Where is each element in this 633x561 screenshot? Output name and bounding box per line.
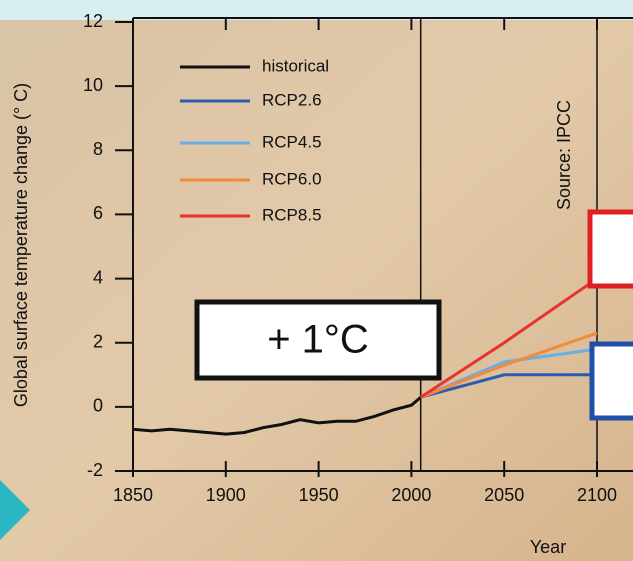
legend-label: RCP2.6 bbox=[262, 90, 322, 109]
legend-label: historical bbox=[262, 56, 329, 75]
y-tick-label: 10 bbox=[83, 75, 103, 95]
y-tick-label: 2 bbox=[93, 331, 103, 351]
y-axis-label: Global surface temperature change (° C) bbox=[11, 83, 31, 407]
slide: Global surface temperature change (° C) … bbox=[0, 0, 633, 561]
y-tick-label: 0 bbox=[93, 396, 103, 416]
annotation: + 1°C bbox=[267, 318, 369, 362]
callout-box bbox=[590, 212, 633, 286]
callout-box bbox=[592, 344, 633, 418]
legend-label: RCP6.0 bbox=[262, 169, 322, 188]
y-tick-label: 6 bbox=[93, 203, 103, 223]
y-tick-label: 4 bbox=[93, 267, 103, 287]
chart: Global surface temperature change (° C) … bbox=[0, 0, 633, 561]
legend-label: RCP4.5 bbox=[262, 132, 322, 151]
source: Source: IPCC bbox=[554, 100, 574, 210]
x-axis-label: Year bbox=[530, 537, 566, 557]
x-tick-label: 1850 bbox=[113, 485, 153, 505]
legend-label: RCP8.5 bbox=[262, 205, 322, 224]
y-tick-label: 12 bbox=[83, 11, 103, 31]
x-tick-label: 1950 bbox=[299, 485, 339, 505]
x-tick-label: 1900 bbox=[206, 485, 246, 505]
y-tick-label: 8 bbox=[93, 139, 103, 159]
x-tick-label: 2000 bbox=[391, 485, 431, 505]
x-tick-label: 2100 bbox=[577, 485, 617, 505]
y-tick-label: -2 bbox=[87, 460, 103, 480]
x-tick-label: 2050 bbox=[484, 485, 524, 505]
